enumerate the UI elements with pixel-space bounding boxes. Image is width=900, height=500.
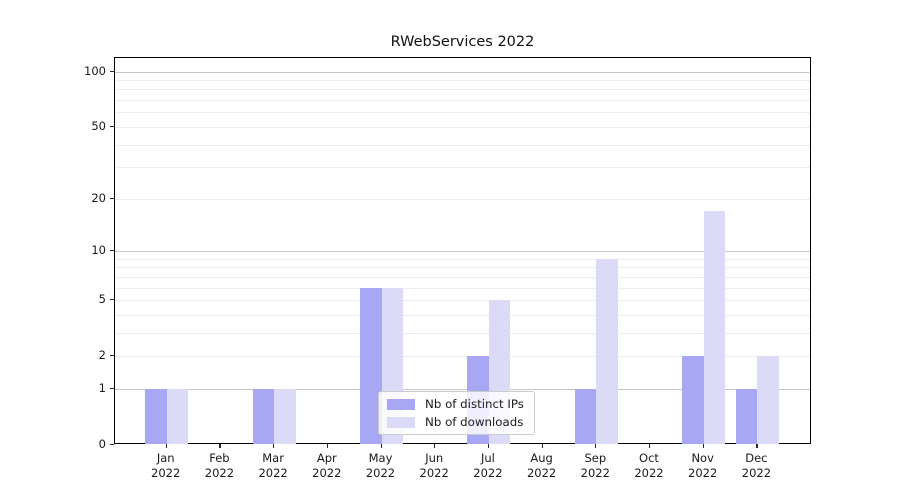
x-tick-mark bbox=[165, 444, 167, 448]
y-tick-label: 20 bbox=[91, 190, 106, 205]
gridline bbox=[115, 71, 810, 73]
gridline bbox=[115, 144, 810, 146]
gridline bbox=[115, 314, 810, 316]
bar-downloads-sep bbox=[596, 258, 618, 444]
x-tick-mark bbox=[326, 444, 328, 448]
y-tick-label: 2 bbox=[98, 348, 106, 363]
x-tick-label: Oct 2022 bbox=[634, 451, 664, 480]
y-tick-mark bbox=[110, 197, 114, 199]
gridline bbox=[115, 276, 810, 278]
gridline bbox=[115, 198, 810, 200]
chart-title: RWebServices 2022 bbox=[390, 34, 535, 50]
y-tick-mark bbox=[110, 125, 114, 127]
gridline bbox=[115, 250, 810, 252]
bar-distinct-ips-mar bbox=[252, 388, 275, 444]
gridline bbox=[115, 287, 810, 289]
bar-distinct-ips-may bbox=[360, 287, 382, 444]
x-tick-mark bbox=[219, 444, 221, 448]
x-tick-mark bbox=[702, 444, 704, 448]
gridline bbox=[115, 79, 810, 81]
y-tick-label: 0 bbox=[98, 437, 106, 451]
gridline bbox=[115, 300, 810, 301]
y-tick-label: 100 bbox=[84, 63, 106, 78]
bar-distinct-ips-nov bbox=[682, 356, 704, 444]
x-tick-mark bbox=[487, 444, 490, 448]
y-tick-mark bbox=[110, 249, 114, 252]
y-tick-mark bbox=[110, 387, 114, 390]
gridline bbox=[115, 89, 810, 91]
legend-item-downloads: Nb of downloads bbox=[387, 415, 524, 429]
y-tick-mark bbox=[110, 299, 114, 301]
y-tick-mark bbox=[110, 70, 114, 72]
legend-label-downloads: Nb of downloads bbox=[425, 415, 524, 429]
x-tick-label: Apr 2022 bbox=[312, 451, 342, 480]
x-tick-mark bbox=[595, 444, 597, 448]
x-tick-label: Jan 2022 bbox=[151, 451, 181, 480]
gridline bbox=[115, 388, 810, 390]
bar-downloads-jan bbox=[166, 388, 189, 444]
bar-distinct-ips-dec bbox=[735, 388, 758, 444]
x-tick-label: Jun 2022 bbox=[419, 451, 449, 480]
bar-distinct-ips-jan bbox=[145, 388, 167, 444]
x-tick-label: Dec 2022 bbox=[741, 451, 772, 480]
x-tick-mark bbox=[434, 444, 436, 448]
plot-area: Nb of distinct IPs Nb of downloads bbox=[114, 57, 811, 444]
gridline bbox=[115, 112, 810, 114]
bar-downloads-mar bbox=[274, 388, 296, 444]
y-tick-label: 10 bbox=[91, 242, 106, 257]
bar-downloads-nov bbox=[703, 211, 726, 444]
legend-swatch-downloads bbox=[387, 416, 415, 428]
x-tick-mark bbox=[380, 444, 382, 448]
y-tick-mark bbox=[110, 444, 114, 446]
x-tick-mark bbox=[273, 444, 275, 448]
bar-downloads-dec bbox=[757, 356, 779, 444]
legend-swatch-distinct-ips bbox=[387, 398, 415, 410]
gridline bbox=[115, 258, 810, 260]
x-tick-mark bbox=[541, 444, 543, 448]
gridline bbox=[115, 167, 810, 169]
x-tick-label: Aug 2022 bbox=[526, 451, 557, 480]
x-tick-label: May 2022 bbox=[365, 451, 396, 480]
legend-label-distinct-ips: Nb of distinct IPs bbox=[425, 397, 524, 411]
legend-item-distinct-ips: Nb of distinct IPs bbox=[387, 397, 524, 411]
y-tick-label: 50 bbox=[91, 118, 106, 133]
x-tick-label: Sep 2022 bbox=[580, 451, 610, 480]
x-tick-label: Jul 2022 bbox=[473, 451, 503, 480]
y-tick-label: 1 bbox=[98, 380, 106, 395]
x-tick-mark bbox=[649, 444, 651, 448]
y-tick-mark bbox=[110, 355, 114, 357]
gridline bbox=[115, 356, 810, 358]
gridline bbox=[115, 332, 810, 334]
x-tick-label: Feb 2022 bbox=[204, 451, 235, 480]
x-tick-label: Mar 2022 bbox=[258, 451, 288, 480]
gridline bbox=[115, 267, 810, 269]
x-tick-label: Nov 2022 bbox=[688, 451, 718, 480]
gridline bbox=[115, 126, 810, 128]
legend: Nb of distinct IPs Nb of downloads bbox=[378, 391, 535, 435]
bar-distinct-ips-sep bbox=[574, 388, 597, 444]
y-tick-label: 5 bbox=[98, 292, 106, 306]
x-tick-mark bbox=[756, 444, 758, 448]
gridline bbox=[115, 100, 810, 101]
